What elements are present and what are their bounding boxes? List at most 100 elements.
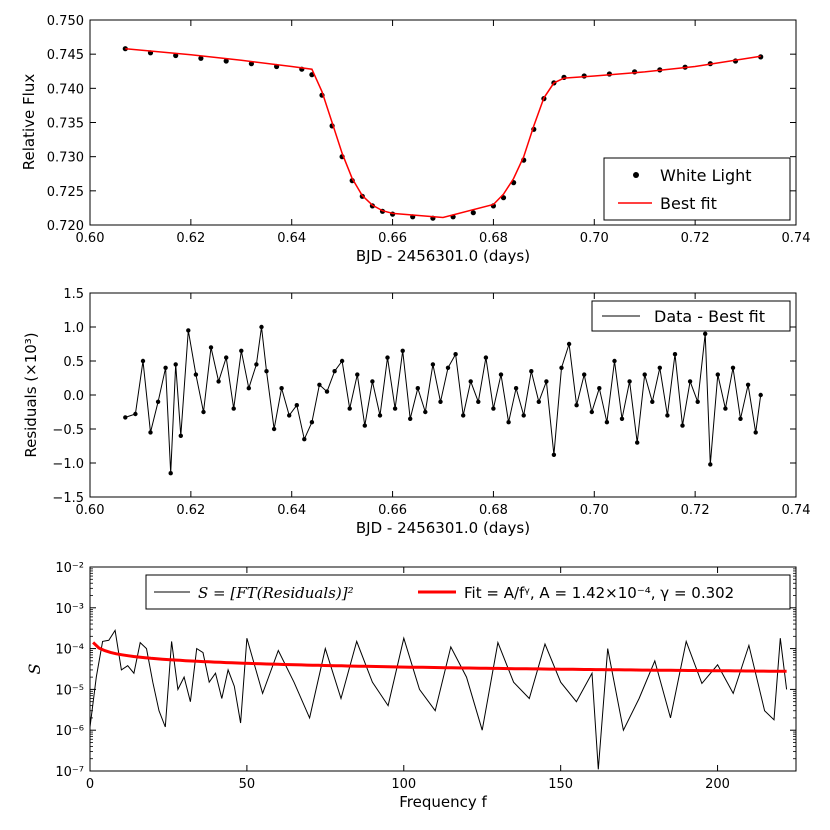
x-tick-label: 0.72: [681, 231, 710, 246]
data-point: [178, 433, 183, 438]
data-point: [415, 386, 420, 391]
data-point: [332, 369, 337, 374]
data-point: [657, 365, 662, 370]
y-tick-label: 0.730: [47, 151, 84, 166]
spectrum-y-label: S: [25, 663, 44, 674]
data-point: [551, 452, 557, 457]
data-point: [642, 372, 647, 377]
data-point: [498, 372, 504, 377]
data-point: [687, 379, 693, 384]
data-point: [491, 406, 496, 411]
data-point: [650, 399, 655, 404]
x-tick-label: 0.60: [76, 503, 105, 518]
data-point: [461, 413, 466, 418]
data-point: [193, 372, 199, 377]
data-point: [559, 365, 564, 370]
data-point: [246, 386, 251, 391]
y-tick-label: 10⁻⁵: [55, 683, 84, 698]
legend-fit: Fit = A/fᵞ, A = 1.42×10⁻⁴, γ = 0.302: [464, 584, 734, 602]
residuals-y-label: Residuals (×10³): [22, 332, 40, 457]
data-point: [148, 430, 153, 435]
data-point: [201, 409, 206, 415]
y-tick-label: 0.725: [47, 185, 84, 200]
data-point: [123, 415, 128, 420]
data-point: [612, 358, 617, 364]
data-point: [223, 58, 229, 64]
data-point: [680, 423, 685, 428]
y-tick-label: 10⁻³: [55, 602, 84, 617]
data-point: [287, 413, 292, 418]
legend-white-light: White Light: [660, 166, 752, 185]
x-tick-label: 200: [705, 777, 730, 792]
x-tick-label: 0.66: [378, 231, 407, 246]
flux-ticks: 0.60 0.62 0.64 0.66 0.68 0.70 0.72 0.74 0.720 0.7…: [47, 14, 811, 246]
data-point: [745, 382, 751, 387]
data-point: [723, 406, 728, 411]
data-point: [430, 362, 436, 367]
flux-panel: 0.60 0.62 0.64 0.66 0.68 0.70 0.72 0.74 0.720 0.7…: [20, 14, 810, 265]
y-tick-label: 0.720: [47, 219, 84, 234]
spectrum-frame: [89, 566, 797, 772]
x-tick-label: 50: [239, 777, 256, 792]
data-point: [294, 403, 299, 408]
x-tick-label: 0.62: [176, 231, 205, 246]
flux-legend-box: [603, 157, 791, 221]
data-point: [715, 372, 720, 377]
data-point: [470, 210, 476, 216]
x-tick-label: 0.70: [580, 503, 609, 518]
flux-x-label: BJD - 2456301.0 (days): [356, 247, 530, 265]
y-tick-label: 0.740: [47, 82, 84, 97]
data-point: [400, 348, 405, 353]
data-point: [589, 409, 594, 415]
fit-curve: [92, 641, 787, 673]
data-point: [597, 386, 602, 391]
data-point: [408, 416, 413, 421]
data-point: [665, 413, 670, 418]
data-point: [513, 386, 519, 391]
data-point: [264, 369, 269, 374]
data-point: [173, 362, 178, 367]
data-point: [339, 358, 345, 364]
x-tick-label: 0.68: [479, 231, 508, 246]
y-tick-label: 0.750: [47, 14, 84, 29]
residuals-legend: Data - Best fit: [591, 300, 791, 332]
data-point: [574, 403, 579, 408]
data-point: [302, 437, 307, 442]
x-tick-label: 0.62: [176, 503, 205, 518]
spectrum-legend-box: [145, 574, 791, 610]
y-tick-label: 10⁻⁷: [55, 765, 84, 780]
data-point: [738, 416, 743, 421]
data-point: [582, 372, 587, 377]
data-point: [208, 345, 214, 350]
data-point: [544, 379, 549, 384]
data-point: [468, 379, 473, 384]
x-tick-label: 0: [86, 777, 94, 792]
y-tick-label: −1.5: [52, 491, 84, 506]
x-tick-label: 100: [391, 777, 416, 792]
series-line: [125, 326, 762, 474]
data-point: [438, 399, 443, 404]
data-point: [168, 471, 173, 476]
data-point: [370, 379, 375, 384]
data-point: [476, 399, 481, 404]
data-point: [216, 379, 221, 384]
x-tick-label: 0.60: [76, 231, 105, 246]
residuals-plot-area: [123, 324, 763, 476]
x-tick-label: 0.66: [378, 503, 407, 518]
spectrum-plot-area: [89, 629, 788, 770]
data-point: [317, 382, 322, 387]
data-point: [483, 355, 489, 360]
data-point: [377, 413, 383, 418]
x-tick-label: 0.72: [681, 503, 710, 518]
legend-best-fit: Best fit: [660, 194, 717, 213]
y-tick-label: 0.5: [63, 355, 84, 370]
y-tick-label: 0.745: [47, 48, 84, 63]
data-point: [703, 331, 708, 336]
data-point: [239, 348, 244, 353]
legend-point-marker: [633, 172, 639, 178]
data-point: [604, 420, 610, 425]
y-tick-label: 10⁻⁶: [55, 724, 84, 739]
legend-data-minus-fit: Data - Best fit: [654, 307, 765, 326]
data-point: [385, 355, 390, 360]
